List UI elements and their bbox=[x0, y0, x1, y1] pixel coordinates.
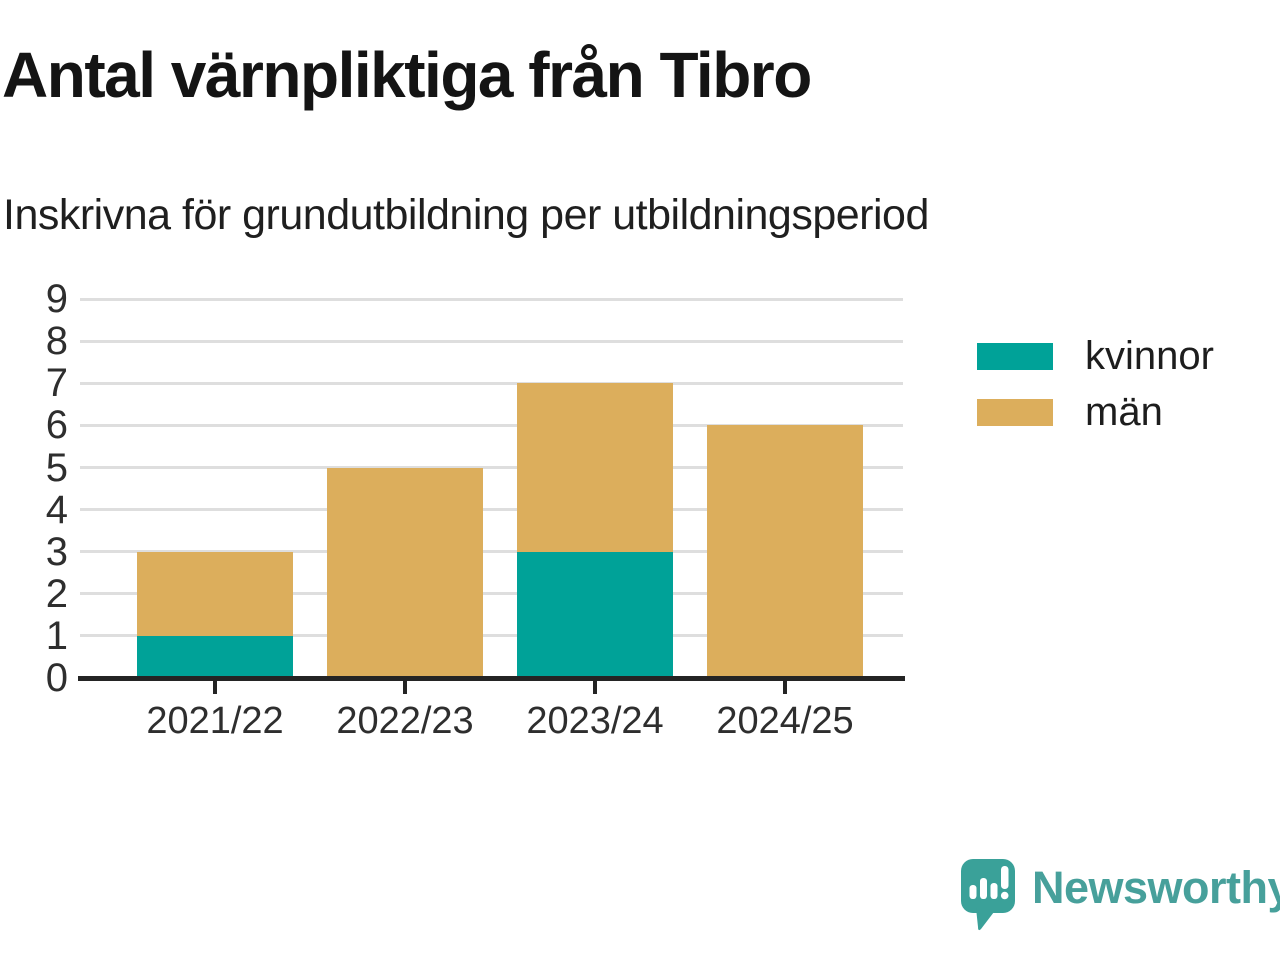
gridline-9 bbox=[80, 297, 903, 301]
gridline-7 bbox=[80, 381, 903, 385]
y-axis-label-0: 0 bbox=[45, 656, 68, 700]
x-tick-2023/24 bbox=[593, 680, 597, 694]
brand-wordmark: Newsworthy bbox=[1032, 862, 1280, 913]
y-axis-label-1: 1 bbox=[45, 613, 68, 658]
legend-label-man: män bbox=[1085, 390, 1163, 434]
x-axis-label-2024/25: 2024/25 bbox=[716, 700, 854, 742]
gridline-6 bbox=[80, 423, 903, 427]
gridline-4 bbox=[80, 508, 903, 512]
page-title: Antal värnpliktiga från Tibro bbox=[2, 39, 812, 111]
bar-segment-män-2021/22 bbox=[137, 551, 293, 636]
x-tick-2022/23 bbox=[403, 680, 407, 694]
x-tick-2021/22 bbox=[213, 680, 217, 694]
bar-segment-kvinnor-2021/22 bbox=[137, 635, 293, 678]
bar-segment-män-2024/25 bbox=[707, 425, 863, 678]
newsworthy-speech-bubble-barchart-icon bbox=[961, 859, 1015, 931]
gridline-3 bbox=[80, 550, 903, 554]
y-axis-label-9: 9 bbox=[45, 277, 68, 322]
y-axis-label-2: 2 bbox=[45, 571, 68, 616]
bar-segment-kvinnor-2023/24 bbox=[517, 551, 673, 678]
x-axis-label-2023/24: 2023/24 bbox=[526, 700, 664, 742]
y-axis-label-4: 4 bbox=[45, 487, 68, 532]
x-axis-label-2022/23: 2022/23 bbox=[336, 700, 474, 742]
gridline-8 bbox=[80, 339, 903, 343]
gridline-5 bbox=[80, 466, 903, 469]
x-axis-line bbox=[78, 676, 905, 681]
y-axis-label-3: 3 bbox=[45, 529, 68, 574]
gridline-2 bbox=[80, 592, 903, 596]
x-tick-2024/25 bbox=[783, 680, 787, 694]
y-axis-label-8: 8 bbox=[45, 319, 68, 364]
y-axis-label-5: 5 bbox=[45, 445, 68, 490]
y-axis-label-6: 6 bbox=[45, 403, 68, 448]
gridline-1 bbox=[80, 634, 903, 638]
bar-segment-män-2023/24 bbox=[517, 383, 673, 552]
bar-segment-män-2022/23 bbox=[327, 467, 483, 678]
legend-label-kvinnor: kvinnor bbox=[1085, 334, 1214, 378]
y-axis-label-7: 7 bbox=[45, 361, 68, 406]
page-subtitle: Inskrivna för grundutbildning per utbild… bbox=[3, 191, 929, 239]
legend-swatch-kvinnor bbox=[977, 343, 1053, 370]
x-axis-label-2021/22: 2021/22 bbox=[146, 700, 284, 742]
legend-swatch-man bbox=[977, 399, 1053, 426]
